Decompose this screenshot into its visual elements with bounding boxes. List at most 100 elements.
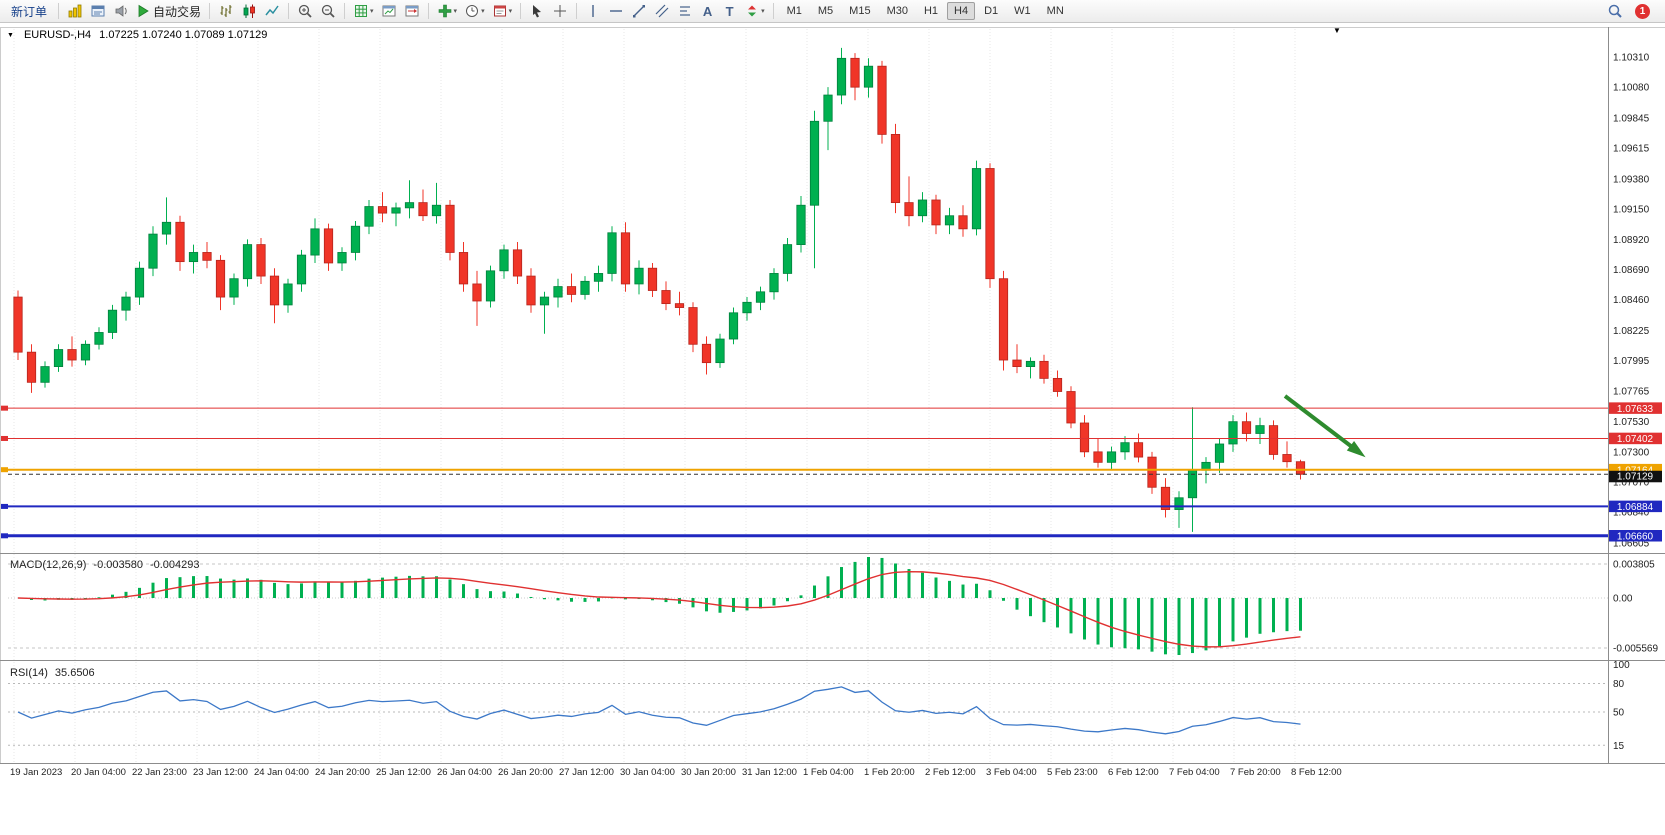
zoom-out-button[interactable] [317,1,339,21]
market-watch-button[interactable] [110,1,132,21]
chevron-down-icon: ▾ [370,8,374,15]
timeframe-D1[interactable]: D1 [984,5,999,17]
profiles-button[interactable] [87,1,109,21]
svg-text:15: 15 [1613,741,1625,752]
chart-shift-marker-icon[interactable]: ▼ [1333,26,1341,35]
toolbar-separator [427,3,429,19]
chart-window-arrow-icon [405,5,419,17]
text-tool-button[interactable]: A [697,1,718,21]
svg-text:5 Feb 23:00: 5 Feb 23:00 [1047,767,1098,778]
news-button[interactable]: ▾ [489,1,516,21]
fibonacci-icon [680,6,691,16]
panel-borders [0,27,1665,764]
svg-text:100: 100 [1613,660,1630,671]
svg-text:1.09380: 1.09380 [1613,174,1650,185]
timeframe-W1[interactable]: W1 [1014,5,1031,17]
chart-canvas[interactable]: 1.10310 1.10080 1.09845 1.09615 1.09380 1.091… [0,23,1665,835]
svg-text:3 Feb 04:00: 3 Feb 04:00 [986,767,1037,778]
search-icon [1608,4,1622,18]
macd-panel: 0.003805 0.00 -0.005569 [8,557,1658,655]
rsi-name: RSI(14) [10,667,48,679]
svg-text:26 Jan 20:00: 26 Jan 20:00 [498,767,553,778]
svg-text:7 Feb 20:00: 7 Feb 20:00 [1230,767,1281,778]
arrows-icon [748,5,757,17]
svg-text:1.10310: 1.10310 [1613,53,1650,64]
vertical-line-icon [592,5,594,17]
timeframe-MN[interactable]: MN [1046,5,1064,17]
candlesticks [13,47,1306,532]
svg-text:30 Jan 04:00: 30 Jan 04:00 [620,767,675,778]
play-icon [138,4,149,18]
new-order-button[interactable]: 新订单 [5,1,53,21]
chart-shift-button[interactable] [378,1,400,21]
line-chart-button[interactable] [261,1,283,21]
svg-text:27 Jan 12:00: 27 Jan 12:00 [559,767,614,778]
toolbar-separator [209,3,211,19]
svg-text:30 Jan 20:00: 30 Jan 20:00 [681,767,736,778]
svg-text:1.07070: 1.07070 [1613,478,1650,489]
toolbar-separator [520,3,522,19]
timeframe-M1[interactable]: M1 [786,5,802,17]
notification-badge[interactable]: 1 [1635,3,1650,19]
svg-text:0.003805: 0.003805 [1613,560,1655,571]
grid-icon [355,5,368,17]
period-button[interactable]: ▾ [461,1,488,21]
svg-text:1.07530: 1.07530 [1613,417,1650,428]
ohlc-bars-button[interactable] [215,1,237,21]
window-menu-icon: ▼ [7,31,14,39]
svg-text:80: 80 [1613,679,1625,690]
speaker-icon [115,5,127,17]
new-order-label: 新订单 [11,4,48,19]
timeframe-M30[interactable]: M30 [886,5,908,17]
new-chart-button[interactable] [64,1,86,21]
cursor-icon [533,5,542,18]
label-tool-button[interactable]: T [719,1,740,21]
horizontal-line-tool-button[interactable] [605,1,627,21]
svg-text:0.00: 0.00 [1613,594,1633,605]
timeframe-M15[interactable]: M15 [849,5,871,17]
vertical-line-tool-button[interactable] [582,1,604,21]
autotrading-button[interactable]: 自动交易 [133,1,204,21]
grid-button[interactable]: ▾ [350,1,377,21]
svg-text:-0.005569: -0.005569 [1613,644,1658,655]
time-gridlines [13,29,1296,763]
chart-title: ▼ EURUSD-,H4 1.07225 1.07240 1.07089 1.0… [7,29,267,41]
svg-text:22 Jan 23:00: 22 Jan 23:00 [132,767,187,778]
notification-count: 1 [1639,5,1646,17]
svg-text:1.09615: 1.09615 [1613,144,1650,155]
svg-text:1.06884: 1.06884 [1617,502,1654,513]
fibonacci-tool-button[interactable] [674,1,696,21]
zoom-out-icon [321,4,335,18]
chart-symbol-period: EURUSD-,H4 [23,29,92,41]
auto-scroll-button[interactable] [401,1,423,21]
zoom-in-icon [298,4,312,18]
clock-icon [466,5,479,17]
arrows-tool-button[interactable]: ▾ [741,1,768,21]
calendar-icon [493,5,506,17]
search-button[interactable] [1604,1,1626,21]
crosshair-tool-button[interactable] [549,1,571,21]
timeframe-H1[interactable]: H1 [923,5,939,17]
svg-text:19 Jan 2023: 19 Jan 2023 [10,767,62,778]
trendline-tool-button[interactable] [628,1,650,21]
window-list-icon [91,5,105,17]
svg-text:8 Feb 12:00: 8 Feb 12:00 [1291,767,1342,778]
rsi-indicator-label: RSI(14) 35.6506 [10,667,95,679]
svg-text:1.07402: 1.07402 [1617,434,1654,445]
trend-arrow[interactable] [1283,394,1366,458]
zoom-in-button[interactable] [294,1,316,21]
rsi-value: 35.6506 [54,667,95,679]
autotrading-label: 自动交易 [153,4,202,19]
timeframe-M5[interactable]: M5 [817,5,834,17]
svg-text:50: 50 [1613,708,1625,719]
candlestick-mode-button[interactable] [238,1,260,21]
chevron-down-icon: ▾ [508,8,513,15]
svg-text:1.06840: 1.06840 [1613,508,1650,519]
svg-text:1.07129: 1.07129 [1617,471,1654,482]
macd-signal-value: -0.004293 [149,559,200,571]
add-indicator-button[interactable]: ▾ [434,1,461,21]
timeframe-H4[interactable]: H4 [947,2,976,20]
cursor-tool-button[interactable] [526,1,548,21]
channel-tool-button[interactable] [651,1,673,21]
